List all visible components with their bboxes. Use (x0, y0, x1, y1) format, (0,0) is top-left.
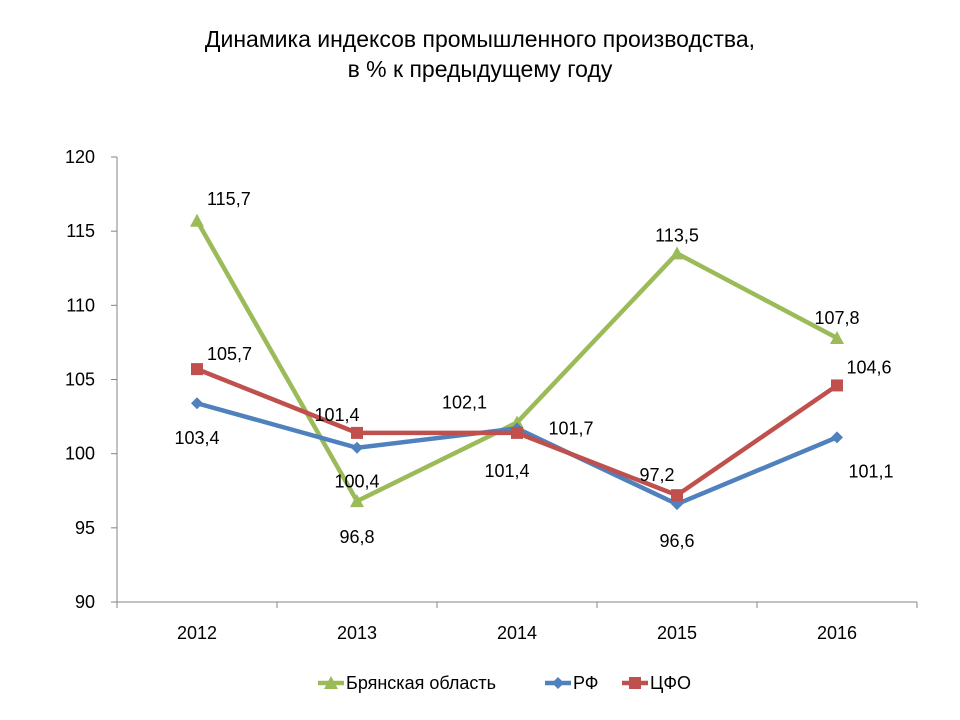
data-label: 101,4 (314, 405, 359, 425)
chart-subtitle: в % к предыдущему году (347, 56, 613, 82)
data-label: 101,4 (484, 461, 529, 481)
legend-label: Брянская область (346, 673, 496, 693)
series-3-point (831, 379, 843, 392)
legend-swatch-marker (324, 676, 338, 689)
x-tick-label: 2016 (817, 623, 857, 643)
data-label: 104,6 (846, 357, 891, 377)
axes: 90 95 100 105 110 115 120 2012 2013 2014 2015 2016 (65, 147, 918, 643)
series-2-point (191, 397, 203, 410)
y-tick-label: 105 (65, 370, 95, 390)
chart-title: Динамика индексов промышленного производ… (0, 24, 960, 84)
chart-title-line-1: Динамика индексов промышленного производ… (204, 26, 756, 52)
data-label: 101,1 (848, 461, 893, 481)
series-2-point (831, 431, 843, 444)
series-1-point (190, 213, 204, 227)
series-layer (190, 213, 844, 511)
x-tick-label: 2013 (337, 623, 377, 643)
y-tick-label: 120 (65, 147, 95, 167)
x-tick-label: 2012 (177, 623, 217, 643)
series-1-point (670, 246, 684, 260)
data-label: 97,2 (639, 465, 674, 485)
series-line-1 (194, 218, 840, 504)
legend-item: РФ (545, 673, 599, 693)
y-tick-label: 100 (65, 444, 95, 464)
legend-label: РФ (573, 673, 599, 693)
data-label: 102,1 (442, 393, 487, 413)
series-1-point (510, 415, 524, 429)
x-tick-label: 2014 (497, 623, 537, 643)
series-2-point (351, 441, 363, 454)
data-label: 96,6 (659, 531, 694, 551)
series-3-point (671, 489, 683, 502)
y-tick-label: 90 (75, 592, 95, 612)
data-label: 105,7 (207, 344, 252, 364)
data-label: 107,8 (814, 308, 859, 328)
x-tick-label: 2015 (657, 623, 697, 643)
series-1-point (830, 330, 844, 344)
y-tick-label: 110 (66, 295, 95, 315)
legend-swatch-marker (552, 677, 564, 689)
data-label: 100,4 (334, 472, 379, 492)
legend-item: Брянская область (318, 673, 496, 693)
y-tick-label: 115 (66, 221, 95, 241)
series-3-point (351, 426, 363, 439)
data-label: 115,7 (207, 189, 251, 209)
series-3-point (511, 426, 523, 439)
data-label: 96,8 (339, 527, 374, 547)
data-label: 101,7 (548, 418, 593, 438)
data-label: 113,5 (655, 225, 699, 245)
series-1-point (350, 494, 364, 508)
legend-swatch-marker (629, 677, 641, 689)
legend: Брянская область РФ ЦФО (318, 673, 691, 693)
data-label: 103,4 (174, 428, 219, 448)
series-3-point (191, 363, 203, 376)
legend-item: ЦФО (622, 673, 691, 693)
y-tick-label: 95 (75, 518, 95, 538)
data-labels: 115,7 96,8 102,1 113,5 107,8 103,4 100,4 101,7 9… (174, 189, 893, 551)
legend-label: ЦФО (650, 673, 691, 693)
